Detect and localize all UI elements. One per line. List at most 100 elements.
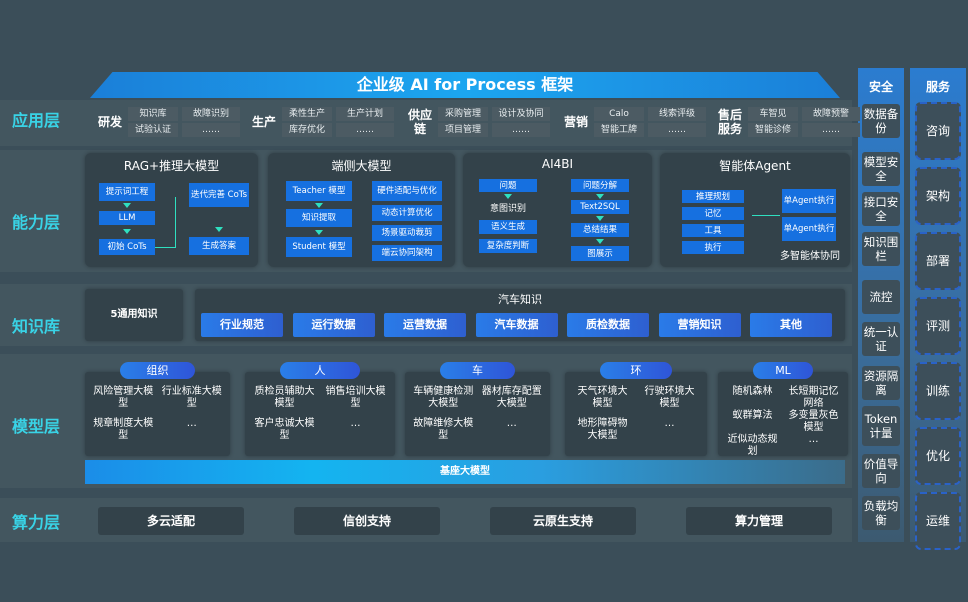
app-item[interactable]: ……: [648, 123, 706, 137]
app-item[interactable]: ……: [802, 123, 860, 137]
app-group-name: 营销: [563, 115, 588, 129]
knowledge-item[interactable]: 运营数据: [384, 313, 466, 337]
panel-title: RAG+推理大模型: [123, 159, 220, 173]
app-group-name: 生产: [251, 115, 276, 129]
knowledge-item[interactable]: 运行数据: [292, 313, 375, 337]
knowledge-item[interactable]: 其他: [750, 313, 832, 337]
app-item[interactable]: 项目管理: [438, 123, 488, 137]
model-item: 车辆健康检测大模型: [413, 386, 474, 409]
security-item: 接口安全: [862, 192, 900, 226]
app-item-grid: 车智见 故障预警 智能诊修 ……: [748, 107, 860, 137]
app-item[interactable]: 车智见: [748, 107, 798, 121]
security-item: 资源隔离: [862, 366, 900, 400]
app-item[interactable]: 生产计划: [336, 107, 394, 121]
knowledge-item[interactable]: 营销知识: [658, 313, 741, 337]
app-item[interactable]: 知识库: [128, 107, 178, 121]
page-title: 企业级 AI for Process 框架: [90, 72, 840, 98]
block: 知识提取: [286, 209, 352, 227]
arrow-icon: [215, 227, 223, 232]
knowledge-item[interactable]: 质检数据: [567, 313, 649, 337]
app-group-name: 供应链: [407, 108, 432, 136]
model-panel: 质检员辅助大模型 销售培训大模型 客户忠诚大模型…: [245, 372, 395, 456]
connector: [155, 247, 175, 248]
model-item: 质检员辅助大模型: [254, 386, 315, 409]
model-panel: 车辆健康检测大模型 器材库存配置大模型 故障维修大模型 …: [405, 372, 550, 456]
block: 生成答案: [189, 237, 249, 255]
block: 工具: [682, 224, 744, 237]
services-title: 服务: [925, 80, 950, 94]
knowledge-item[interactable]: 汽车数据: [475, 313, 558, 337]
app-group-name: 售后服务: [717, 108, 742, 136]
row-label-knowledge: 知识库: [12, 317, 61, 336]
app-item[interactable]: 柔性生产: [282, 107, 332, 121]
block: Text2SQL: [571, 200, 629, 214]
security-column: 安全 数据备份 模型安全 接口安全 知识围栏 流控 统一认证 资源隔离 Token计量 价值导向…: [858, 68, 904, 542]
row-label-ability: 能力层: [12, 213, 61, 232]
app-item-grid: Calo 线索评级 智能工牌 ……: [594, 107, 706, 137]
model-item: 客户忠诚大模型: [254, 418, 315, 441]
compute-item: 多云适配: [98, 507, 244, 535]
security-item: 负载均衡: [862, 496, 900, 530]
model-item: 器材库存配置大模型: [481, 386, 542, 409]
app-group-name: 研发: [97, 115, 122, 129]
app-item[interactable]: 库存优化: [282, 123, 332, 137]
security-item: 模型安全: [862, 152, 900, 186]
model-item: 销售培训大模型: [325, 386, 386, 409]
row-label-model: 模型层: [12, 417, 61, 436]
block: Student 模型: [286, 237, 352, 257]
model-panel: 随机森林 长短期记忆网络 蚁群算法 多变量灰色模型 近似动态规划…: [718, 372, 848, 457]
security-item: 数据备份: [862, 104, 900, 138]
model-item: …: [664, 418, 675, 429]
model-item: 多变量灰色模型: [788, 410, 839, 433]
app-item[interactable]: ……: [182, 123, 240, 137]
app-item[interactable]: ……: [336, 123, 394, 137]
block: 问题分解: [571, 179, 629, 192]
block: 语义生成: [479, 220, 537, 234]
block: 迭代完善 CoTs: [189, 183, 249, 207]
app-item[interactable]: 线索评级: [648, 107, 706, 121]
knowledge-item[interactable]: 行业规范: [201, 313, 283, 337]
model-item: …: [506, 418, 517, 429]
app-item-grid: 采购管理 设计及协同 项目管理 ……: [438, 107, 550, 137]
app-item[interactable]: ……: [492, 123, 550, 137]
arrow-icon: [596, 194, 604, 199]
block: 记忆: [682, 207, 744, 220]
app-item[interactable]: 智能诊修: [748, 123, 798, 137]
panel-ai4bi: AI4BI 问题 意图识别 语义生成 复杂度判断 问题分解 Text2SQL 总…: [463, 153, 652, 267]
block: 硬件适配与优化: [372, 181, 442, 201]
model-item: 天气环境大模型: [577, 386, 628, 409]
text: 多智能体协同: [780, 251, 840, 262]
model-item: …: [186, 418, 197, 429]
panel-title: AI4BI: [541, 157, 574, 171]
model-item: 蚁群算法: [732, 410, 773, 421]
row-label-app: 应用层: [12, 111, 61, 130]
panel-rag: RAG+推理大模型 提示词工程 LLM 初始 CoTs 迭代完善 CoTs 生成…: [85, 153, 258, 267]
model-panel: 风险管理大模型 行业标准大模型 规章制度大模型…: [85, 372, 230, 456]
app-group: 营销 Calo 线索评级 智能工牌 ……: [560, 104, 706, 140]
service-item: 咨询: [915, 102, 961, 160]
app-item[interactable]: Calo: [594, 107, 644, 121]
security-item: 统一认证: [862, 322, 900, 356]
block: 执行: [682, 241, 744, 254]
service-item: 运维: [915, 492, 961, 550]
arrow-icon: [504, 194, 512, 199]
app-item[interactable]: 故障预警: [802, 107, 860, 121]
app-item[interactable]: 采购管理: [438, 107, 488, 121]
row-label-compute: 算力层: [12, 513, 61, 532]
model-item: 故障维修大模型: [413, 418, 474, 441]
security-item: 流控: [862, 280, 900, 314]
app-item[interactable]: 设计及协同: [492, 107, 550, 121]
arrow-icon: [123, 203, 131, 208]
app-item[interactable]: 故障识别: [182, 107, 240, 121]
app-item[interactable]: 试验认证: [128, 123, 178, 137]
security-title: 安全: [868, 80, 893, 94]
connector: [752, 215, 780, 216]
block: 场景驱动裁剪: [372, 225, 442, 241]
arrow-icon: [123, 229, 131, 234]
block: 复杂度判断: [479, 239, 537, 253]
app-group: 生产 柔性生产 生产计划 库存优化 ……: [248, 104, 394, 140]
app-group: 售后服务 车智见 故障预警 智能诊修 ……: [714, 104, 860, 140]
app-item[interactable]: 智能工牌: [594, 123, 644, 137]
panel-title: 端侧大模型: [331, 159, 392, 173]
block: LLM: [99, 211, 155, 225]
